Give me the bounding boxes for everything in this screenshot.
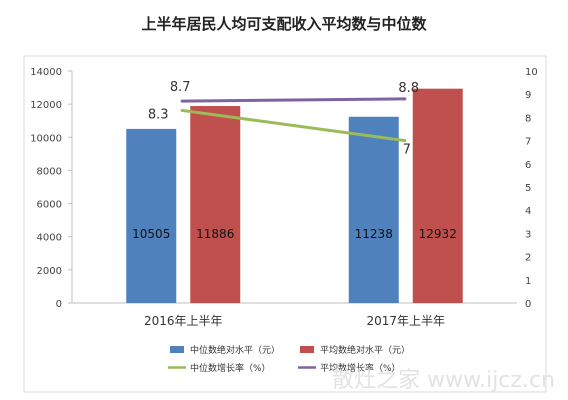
y-left-tick-label: 2000 xyxy=(37,266,62,277)
y-right-tick-label: 3 xyxy=(525,229,531,240)
bar xyxy=(412,88,463,303)
axes: 0 2000 4000 6000 8000 10000 12000 14000 0 1 2 3 4 5 6 7… xyxy=(30,67,538,328)
line-point xyxy=(403,97,407,101)
y-right-tick-label: 6 xyxy=(525,160,531,171)
line-point xyxy=(180,108,184,112)
legend-swatch xyxy=(170,346,184,353)
chart-frame xyxy=(23,55,547,393)
y-right-tick-label: 4 xyxy=(525,206,531,217)
y-right-tick-label: 8 xyxy=(525,113,531,124)
bar-value-label: 11886 xyxy=(196,227,234,241)
line-value-label: 8.3 xyxy=(148,107,169,122)
y-left-tick-label: 8000 xyxy=(37,166,62,177)
bar-value-label: 10505 xyxy=(132,227,170,241)
line-point xyxy=(180,99,184,103)
line-value-label: 8.7 xyxy=(170,80,191,95)
y-left-tick-label: 6000 xyxy=(37,200,62,211)
bar xyxy=(126,128,177,303)
data-labels: 10505 11886 11238 12932 8.3 7 8.7 8.8 xyxy=(132,80,457,241)
series-line xyxy=(180,97,407,103)
y-right-tick-label: 0 xyxy=(525,299,531,310)
y-left-tick-label: 12000 xyxy=(30,100,62,111)
bar-value-label: 12932 xyxy=(419,227,457,241)
y-left-tick-label: 10000 xyxy=(30,133,62,144)
chart-title: 上半年居民人均可支配收入平均数与中位数 xyxy=(141,15,427,33)
y-left-tick-label: 0 xyxy=(56,299,62,310)
legend-swatch xyxy=(300,346,314,353)
bar xyxy=(190,106,241,303)
legend-label: 平均数绝对水平（元） xyxy=(320,344,410,356)
legend: 中位数绝对水平（元） 平均数绝对水平（元） 中位数增长率（%） 平均数增长率（%） xyxy=(168,344,410,374)
y-right-tick-label: 7 xyxy=(525,137,531,148)
watermark: 散灶之家 www.ijcz.cn xyxy=(332,368,555,393)
line-value-label: 7 xyxy=(403,143,411,158)
y-left-tick-label: 14000 xyxy=(30,67,62,78)
y-left-tick-label: 4000 xyxy=(37,233,62,244)
legend-label: 平均数增长率（%） xyxy=(320,362,401,374)
y-right-tick-label: 9 xyxy=(525,90,531,101)
bars xyxy=(126,88,463,303)
series-line xyxy=(180,108,407,143)
legend-label: 中位数增长率（%） xyxy=(190,362,271,374)
y-right-tick-label: 1 xyxy=(525,276,531,287)
y-right-tick-label: 10 xyxy=(525,67,538,78)
lines xyxy=(180,97,407,143)
y-right-tick-label: 2 xyxy=(525,253,531,264)
x-category-label: 2016年上半年 xyxy=(144,314,223,328)
bar xyxy=(348,116,399,303)
x-category-label: 2017年上半年 xyxy=(366,314,445,328)
line-value-label: 8.8 xyxy=(398,81,419,96)
line-point xyxy=(403,139,407,143)
legend-label: 中位数绝对水平（元） xyxy=(190,344,280,356)
bar-value-label: 11238 xyxy=(355,227,393,241)
y-right-tick-label: 5 xyxy=(525,183,531,194)
